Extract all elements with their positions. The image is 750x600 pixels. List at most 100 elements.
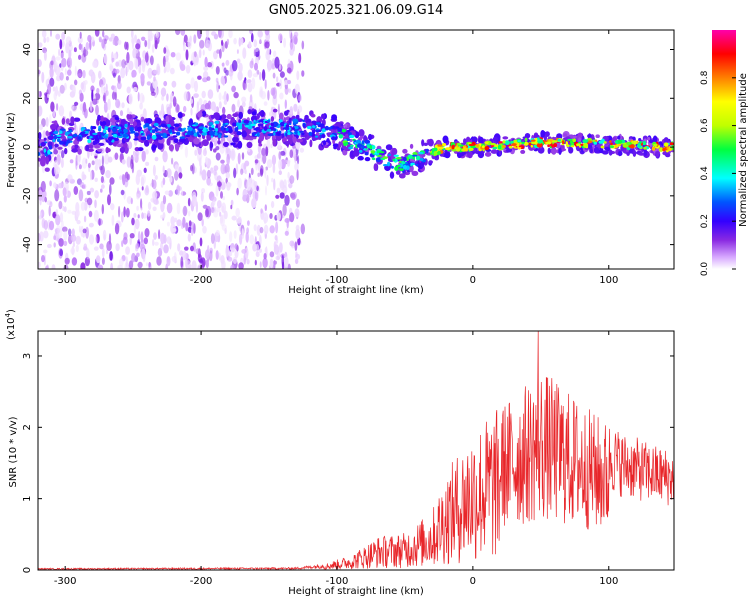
spectrogram-band-blob [618, 151, 623, 156]
spectrogram-band-blob [398, 173, 406, 179]
spectrogram-noise-blob [180, 256, 184, 268]
spectrogram-noise-blob [71, 245, 75, 256]
spectrogram-core-blob [103, 129, 107, 134]
spectrogram-core-blob [570, 145, 575, 148]
spectrogram-band-blob [230, 142, 236, 146]
spectrogram-core-blob [569, 140, 574, 144]
spectrogram-band-blob [520, 149, 526, 154]
spectrogram-core-blob [633, 140, 637, 145]
spectrogram-noise-blob [225, 172, 230, 179]
spectrogram-noise-blob [233, 230, 237, 239]
spectrogram-noise-blob [91, 70, 94, 78]
spectrogram-band-blob [145, 118, 153, 125]
spectrogram-noise-blob [137, 231, 141, 242]
spectrogram-noise-blob [294, 83, 300, 95]
spectrogram-core-blob [609, 145, 614, 148]
spectrogram-noise-blob [55, 214, 61, 226]
spectrogram-noise-blob [170, 67, 175, 75]
spectrogram-noise-blob [154, 39, 158, 50]
spectrogram-noise-blob [233, 167, 237, 179]
spectrogram-noise-blob [244, 169, 247, 175]
spectrogram-y-ticks: -40 -20 0 20 40 [22, 43, 674, 253]
spectrogram-noise-blob [269, 213, 273, 219]
spectrogram-core-blob [547, 144, 550, 148]
spectrogram-noise-blob [88, 234, 95, 245]
spectrogram-core-blob [266, 128, 272, 132]
spectrogram-band-blob [617, 135, 621, 140]
spectrogram-core-blob [631, 140, 635, 144]
spectrogram-noise-blob [156, 256, 162, 266]
spectrogram-noise-blob [287, 263, 291, 269]
spectrogram-noise-blob [61, 31, 66, 41]
spectrogram-noise-blob [276, 212, 281, 221]
spectrogram-core-blob [361, 140, 365, 145]
spectrogram-noise-blob [281, 254, 285, 267]
spectrogram-noise-blob [141, 61, 146, 73]
spectrogram-band-blob [638, 152, 645, 156]
spectrogram-core-blob [166, 124, 171, 127]
spectrogram-core-blob [666, 146, 669, 150]
spectrogram-noise-blob [228, 30, 233, 39]
spectrogram-noise-blob [272, 163, 276, 174]
spectrogram-core-blob [517, 139, 522, 143]
spectrogram-noise-blob [190, 107, 193, 116]
spectrogram-band-blob [57, 146, 63, 150]
spectrogram-core-blob [398, 168, 404, 172]
spectrogram-noise-blob [190, 227, 194, 237]
spectrogram-noise-blob [135, 43, 141, 50]
spectrogram-noise-blob [294, 162, 299, 171]
spectrogram-noise-blob [107, 194, 111, 206]
spectrogram-noise-blob [273, 259, 276, 269]
spectrogram-noise-blob [251, 33, 254, 43]
spectrogram-noise-blob [256, 69, 260, 75]
spectrogram-noise-blob [278, 159, 283, 171]
spectrogram-core-blob [245, 125, 249, 128]
colorbar-label: Normalized spectral amplitude [738, 73, 749, 227]
spectrogram-band-blob [588, 145, 593, 149]
spectrogram-noise-blob [295, 251, 298, 258]
spectrogram-noise-blob [50, 30, 52, 37]
spectrogram-band-blob [492, 136, 498, 142]
spectrogram-noise-blob [218, 101, 222, 109]
spectrogram-core-blob [99, 132, 106, 136]
spectrogram-noise-blob [219, 211, 222, 217]
spectrogram-noise-blob [222, 196, 226, 201]
spectrogram-noise-blob [219, 48, 222, 59]
spectrogram-noise-blob [43, 190, 47, 199]
spectrogram-noise-blob [299, 147, 305, 153]
snr-x-tick-label: -200 [190, 576, 213, 587]
spectrogram-noise-blob [119, 258, 124, 267]
spectrogram-noise-blob [48, 220, 55, 231]
spectrogram-noise-blob [59, 72, 64, 81]
spectrogram-band-blob [292, 136, 297, 144]
spectrogram-core-blob [617, 139, 623, 144]
spectrogram-core-blob [626, 141, 631, 145]
spectrogram-noise-blob [144, 52, 149, 63]
spectrogram-band-blob [373, 163, 378, 172]
spectrogram-noise-blob [58, 200, 63, 210]
spectrogram-band-blob [40, 158, 46, 167]
spectrogram-noise-blob [117, 39, 122, 45]
spectrogram-noise-blob [86, 190, 91, 196]
spectrogram-core-blob [468, 143, 474, 147]
spectrogram-core-blob [600, 145, 605, 149]
spectrogram-core-blob [534, 141, 538, 145]
spectrogram-noise-blob [260, 208, 263, 214]
spectrogram-band-blob [114, 116, 120, 121]
spectrogram-noise-blob [53, 182, 57, 189]
spectrogram-noise-blob [231, 85, 237, 93]
spectrogram-noise-blob [236, 187, 239, 196]
spectrogram-x-label: Height of straight line (km) [288, 285, 424, 296]
spectrogram-x-ticks: -300 -200 -100 0 100 [54, 30, 618, 286]
spectrogram-band-blob [471, 136, 478, 144]
spectrogram-band-blob [270, 116, 275, 122]
spectrogram-noise-blob [123, 206, 126, 218]
spectrogram-noise-blob [297, 105, 303, 113]
spectrogram-noise-blob [185, 222, 189, 232]
spectrogram-noise-blob [58, 182, 64, 189]
spectrogram-noise-blob [151, 44, 155, 53]
snr-y-ticks: 0 1 2 3 [22, 353, 674, 573]
spectrogram-core-blob [113, 138, 119, 141]
spectrogram-core-blob [112, 127, 117, 133]
